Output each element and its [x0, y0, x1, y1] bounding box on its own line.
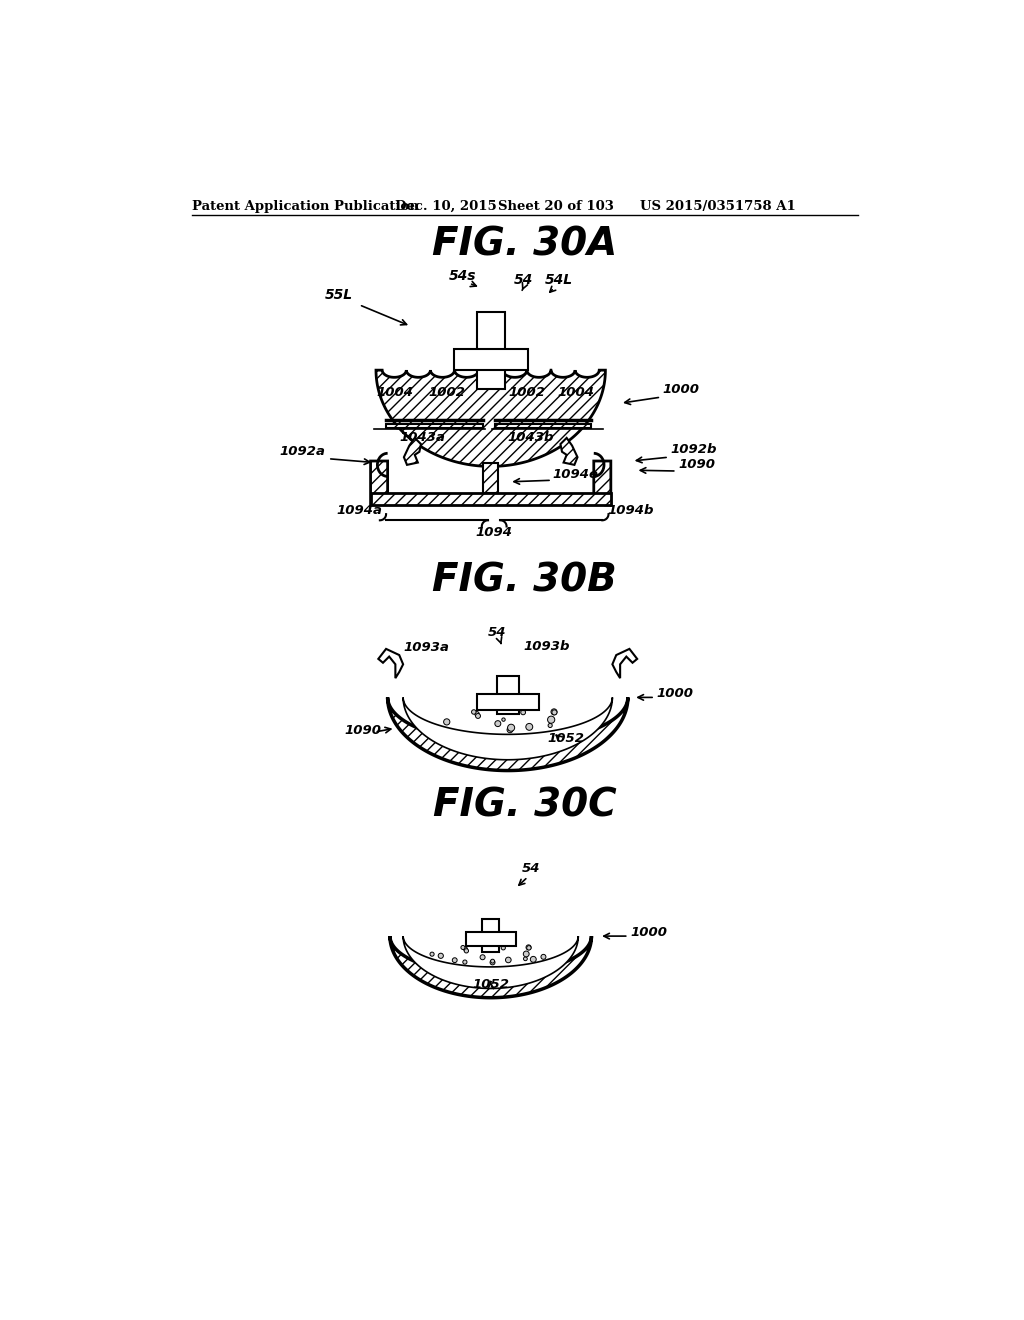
- Text: Patent Application Publication: Patent Application Publication: [191, 199, 418, 213]
- Text: 54: 54: [522, 862, 541, 875]
- Text: Dec. 10, 2015: Dec. 10, 2015: [395, 199, 497, 213]
- Text: 1043a: 1043a: [399, 432, 445, 444]
- Circle shape: [551, 709, 557, 715]
- Polygon shape: [403, 936, 579, 989]
- Text: FIG. 30C: FIG. 30C: [433, 787, 616, 824]
- Circle shape: [548, 723, 552, 727]
- Text: 1094: 1094: [476, 525, 513, 539]
- Text: 1092b: 1092b: [671, 444, 717, 457]
- Circle shape: [523, 957, 527, 961]
- Polygon shape: [466, 932, 515, 946]
- Text: 1094b: 1094b: [607, 504, 653, 517]
- Circle shape: [526, 723, 532, 730]
- Polygon shape: [560, 438, 578, 465]
- Circle shape: [526, 945, 531, 950]
- Text: 1000: 1000: [663, 383, 699, 396]
- Circle shape: [508, 726, 512, 730]
- Polygon shape: [497, 676, 518, 714]
- Text: 1043b: 1043b: [508, 432, 554, 444]
- Polygon shape: [371, 492, 611, 506]
- Polygon shape: [390, 936, 592, 998]
- Text: 1052: 1052: [548, 733, 585, 744]
- Polygon shape: [454, 348, 528, 370]
- Circle shape: [507, 727, 513, 733]
- Text: 1093a: 1093a: [403, 642, 450, 655]
- Text: 54L: 54L: [545, 273, 573, 286]
- Polygon shape: [482, 919, 500, 952]
- Text: 55L: 55L: [325, 288, 352, 302]
- Circle shape: [471, 710, 476, 714]
- Circle shape: [526, 945, 531, 950]
- Text: 54: 54: [514, 273, 532, 286]
- Text: 1090: 1090: [678, 458, 715, 471]
- Text: 1004: 1004: [557, 385, 595, 399]
- Circle shape: [461, 945, 465, 949]
- Text: 1090: 1090: [344, 725, 381, 738]
- Polygon shape: [378, 649, 403, 678]
- Circle shape: [506, 957, 511, 962]
- Polygon shape: [477, 313, 505, 389]
- Circle shape: [453, 958, 457, 962]
- Circle shape: [438, 953, 443, 958]
- Text: 1094a: 1094a: [336, 504, 382, 517]
- Text: 54: 54: [487, 626, 506, 639]
- Circle shape: [502, 718, 505, 721]
- Text: Sheet 20 of 103: Sheet 20 of 103: [499, 199, 614, 213]
- Polygon shape: [386, 424, 483, 428]
- Circle shape: [475, 714, 480, 718]
- Polygon shape: [483, 463, 499, 492]
- Text: 1052: 1052: [472, 978, 509, 991]
- Circle shape: [530, 957, 537, 962]
- Text: 1000: 1000: [630, 927, 668, 939]
- Circle shape: [480, 954, 485, 960]
- Polygon shape: [403, 697, 612, 760]
- Circle shape: [523, 950, 529, 957]
- Circle shape: [501, 945, 506, 950]
- Polygon shape: [612, 649, 637, 678]
- Circle shape: [463, 960, 467, 964]
- Circle shape: [495, 721, 501, 726]
- Text: 1004: 1004: [377, 385, 414, 399]
- Text: 1092a: 1092a: [280, 445, 326, 458]
- Text: 1002: 1002: [509, 385, 546, 399]
- Circle shape: [475, 711, 479, 715]
- Polygon shape: [594, 461, 611, 506]
- Circle shape: [521, 710, 525, 714]
- Text: 1094e: 1094e: [553, 469, 599, 480]
- Polygon shape: [388, 697, 628, 771]
- Circle shape: [430, 952, 434, 956]
- Text: FIG. 30B: FIG. 30B: [432, 561, 617, 599]
- Text: US 2015/0351758 A1: US 2015/0351758 A1: [640, 199, 796, 213]
- Circle shape: [464, 946, 468, 950]
- Circle shape: [508, 725, 515, 731]
- Polygon shape: [376, 370, 605, 466]
- Text: 54s: 54s: [450, 269, 476, 282]
- Text: 1000: 1000: [656, 688, 693, 701]
- Text: 1002: 1002: [428, 385, 465, 399]
- Circle shape: [490, 960, 495, 965]
- Circle shape: [548, 717, 555, 723]
- Polygon shape: [403, 438, 421, 465]
- Circle shape: [552, 710, 557, 715]
- Circle shape: [464, 949, 469, 953]
- Polygon shape: [477, 693, 539, 710]
- Text: FIG. 30A: FIG. 30A: [432, 226, 617, 264]
- Circle shape: [490, 960, 495, 964]
- Polygon shape: [371, 461, 388, 506]
- Polygon shape: [495, 424, 592, 428]
- Text: 1093b: 1093b: [523, 640, 569, 652]
- Circle shape: [443, 719, 450, 725]
- Circle shape: [541, 954, 546, 960]
